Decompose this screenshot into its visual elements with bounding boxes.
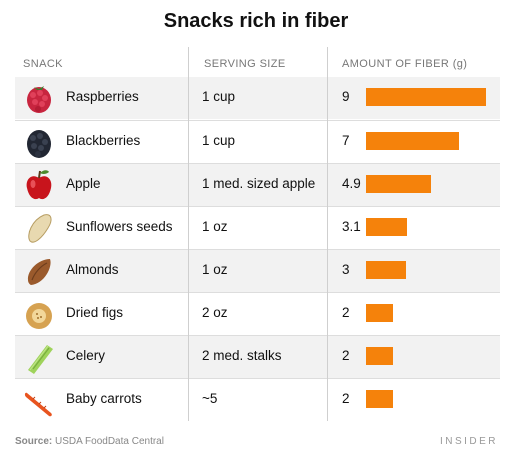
sunflower-seed-icon xyxy=(28,214,52,243)
raspberry-icon xyxy=(27,86,51,113)
fiber-bar xyxy=(366,175,432,193)
blackberry-icon xyxy=(27,130,51,158)
table-row: Dried figs 2 oz 2 xyxy=(15,292,500,335)
snack-name: Celery xyxy=(66,348,106,363)
dried-fig-icon xyxy=(26,303,52,329)
column-divider-1 xyxy=(188,47,189,421)
fiber-bar xyxy=(366,218,408,236)
table-row: Raspberries 1 cup 9 xyxy=(15,77,500,119)
fiber-bar xyxy=(366,390,393,408)
fiber-bar xyxy=(366,88,486,106)
snack-name: Dried figs xyxy=(66,305,124,320)
serving-size: 2 oz xyxy=(202,305,228,320)
fiber-bar xyxy=(366,304,393,322)
table-row: Sunflowers seeds 1 oz 3.1 xyxy=(15,206,500,249)
fiber-value-label: 3.1 xyxy=(342,219,361,234)
celery-icon xyxy=(28,345,53,374)
column-divider-2 xyxy=(327,47,328,421)
fiber-bar xyxy=(366,261,406,279)
serving-size: 1 med. sized apple xyxy=(202,176,316,191)
fiber-bar xyxy=(366,132,460,150)
fiber-value-label: 2 xyxy=(342,305,350,320)
header-snack: SNACK xyxy=(23,58,63,70)
almond-icon xyxy=(27,259,51,285)
source-label: Source: xyxy=(15,436,53,447)
carrot-icon xyxy=(24,392,52,417)
table-row: Celery 2 med. stalks 2 xyxy=(15,335,500,378)
snack-name: Baby carrots xyxy=(66,391,142,406)
fiber-value-label: 9 xyxy=(342,89,350,104)
fiber-value-label: 3 xyxy=(342,262,350,277)
header-serving-size: SERVING SIZE xyxy=(204,58,286,70)
table-row: Blackberries 1 cup 7 xyxy=(15,120,500,163)
fiber-value-label: 2 xyxy=(342,348,350,363)
apple-icon xyxy=(26,170,52,200)
serving-size: ~5 xyxy=(202,391,218,406)
source-note: Source: USDA FoodData Central xyxy=(15,436,164,447)
serving-size: 1 oz xyxy=(202,262,228,277)
snack-name: Sunflowers seeds xyxy=(66,219,173,234)
serving-size: 1 cup xyxy=(202,89,236,104)
header-fiber: AMOUNT OF FIBER (g) xyxy=(342,58,468,70)
table-row: Almonds 1 oz 3 xyxy=(15,249,500,292)
snack-name: Raspberries xyxy=(66,89,139,104)
chart-title: Snacks rich in fiber xyxy=(163,10,349,32)
fiber-value-label: 7 xyxy=(342,133,350,148)
table-row: Baby carrots ~5 2 xyxy=(15,378,500,421)
snack-name: Blackberries xyxy=(66,133,141,148)
fiber-value-label: 4.9 xyxy=(342,176,361,191)
table-header: SNACK SERVING SIZE AMOUNT OF FIBER (g) xyxy=(15,47,500,78)
brand-logo: INSIDER xyxy=(439,436,498,447)
serving-size: 1 cup xyxy=(202,133,236,148)
serving-size: 2 med. stalks xyxy=(202,348,282,363)
snack-name: Almonds xyxy=(66,262,119,277)
fiber-value-label: 2 xyxy=(342,391,350,406)
snack-name: Apple xyxy=(66,176,101,191)
source-text: USDA FoodData Central xyxy=(55,436,164,447)
fiber-bar xyxy=(366,347,393,365)
serving-size: 1 oz xyxy=(202,219,228,234)
table-row: Apple 1 med. sized apple 4.9 xyxy=(15,163,500,206)
